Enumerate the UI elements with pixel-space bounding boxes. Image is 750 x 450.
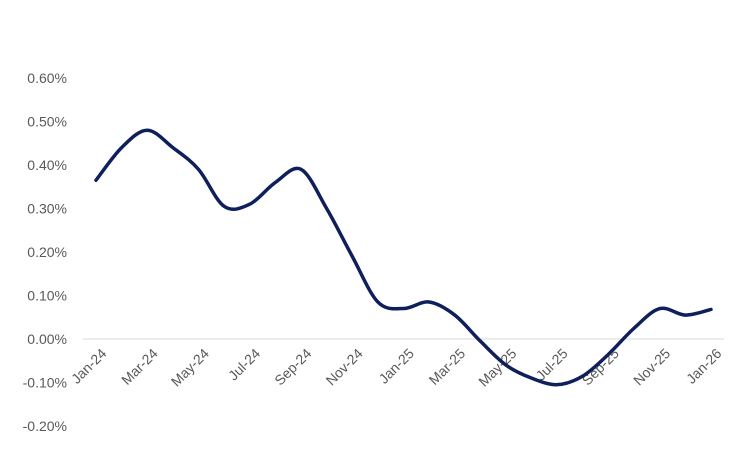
y-tick-label: -0.10% [23, 375, 67, 391]
x-tick-label: Nov-24 [322, 345, 365, 388]
x-tick-label: Mar-25 [426, 345, 469, 388]
y-tick-label: 0.00% [27, 331, 67, 347]
y-tick-label: -0.20% [23, 418, 67, 434]
y-tick-label: 0.20% [27, 244, 67, 260]
x-tick-label: Jul-24 [225, 345, 263, 383]
y-tick-label: 0.10% [27, 288, 67, 304]
y-tick-label: 0.30% [27, 201, 67, 217]
x-tick-label: Jan-26 [683, 345, 725, 387]
x-tick-label: Sep-25 [579, 345, 622, 388]
y-tick-label: 0.50% [27, 114, 67, 130]
y-tick-label: 0.60% [27, 70, 67, 86]
x-tick-label: Sep-24 [271, 345, 314, 388]
y-tick-label: 0.40% [27, 157, 67, 173]
series-layer [94, 128, 713, 387]
x-tick-label: Jan-24 [68, 345, 110, 387]
x-tick-label: Jul-25 [532, 345, 570, 383]
y-axis-labels: 0.60% 0.50% 0.40% 0.30% 0.20% 0.10% 0.00% -0.10… [23, 70, 67, 434]
series-line-0 [94, 128, 713, 387]
x-tick-label: Jan-25 [375, 345, 417, 387]
x-tick-label: Mar-24 [118, 345, 161, 388]
x-tick-label: May-24 [168, 345, 212, 389]
x-axis-labels: Jan-24 Mar-24 May-24 Jul-24 Sep-24 Nov-24 Jan-… [68, 345, 725, 389]
x-tick-label: May-25 [475, 345, 519, 389]
x-tick-label: Nov-25 [630, 345, 673, 388]
